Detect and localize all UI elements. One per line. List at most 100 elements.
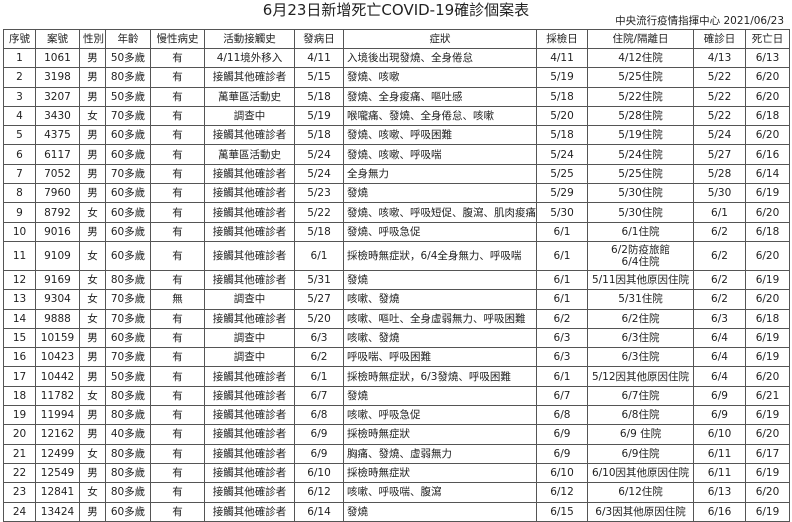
- cell-contact-history: 接觸其他確診者: [204, 202, 295, 223]
- cell-hospitalization-date: 5/24住院: [587, 144, 694, 165]
- cell-seq: 24: [3, 501, 36, 522]
- cell-seq: 10: [3, 221, 36, 242]
- cell-test-date: 5/20: [536, 105, 588, 127]
- cell-chronic-history: 有: [150, 67, 205, 88]
- cell-death-date: 6/20: [745, 86, 790, 107]
- header-row: 序號 案號 性別 年齡 慢性病史 活動接觸史 發病日 症狀 採檢日 住院/隔離日 確診日 死亡日: [3, 29, 790, 49]
- cell-confirm-date: 5/30: [693, 183, 746, 204]
- cell-sex: 男: [79, 501, 106, 522]
- cell-test-date: 6/12: [536, 482, 588, 503]
- cell-age: 70多歲: [105, 289, 151, 310]
- cell-contact-history: 接觸其他確診者: [204, 308, 295, 329]
- cell-contact-history: 4/11境外移入: [204, 47, 295, 69]
- column-header-confirm-date: 確診日: [693, 29, 746, 49]
- cell-onset-date: 5/24: [294, 144, 344, 165]
- cell-case-no: 9888: [35, 308, 80, 329]
- cell-sex: 女: [79, 105, 106, 127]
- table-row: 20 12162 男 40多歲有接觸其他確診者 6/9 採檢時無症狀 6/9 6/9 住院 6/…: [3, 424, 790, 445]
- cell-hospitalization-date: 5/12因其他原因住院: [587, 366, 694, 387]
- cell-contact-history: 接觸其他確診者: [204, 462, 295, 484]
- cell-confirm-date: 5/22: [693, 67, 746, 88]
- cell-test-date: 6/8: [536, 405, 588, 426]
- cell-death-date: 6/20: [745, 482, 790, 503]
- cell-symptoms: 咳嗽、嘔吐、全身虛弱無力、呼吸困難: [343, 308, 537, 329]
- cell-contact-history: 接觸其他確診者: [204, 443, 295, 464]
- cell-hospitalization-date: 4/12住院: [587, 47, 694, 69]
- cell-confirm-date: 6/9: [693, 405, 746, 426]
- cell-test-date: 5/24: [536, 144, 588, 165]
- cell-test-date: 6/7: [536, 385, 588, 407]
- cell-death-date: 6/19: [745, 269, 790, 291]
- cell-hospitalization-date: 5/28住院: [587, 105, 694, 127]
- cell-test-date: 6/1: [536, 289, 588, 310]
- cell-chronic-history: 有: [150, 308, 205, 329]
- cell-contact-history: 接觸其他確診者: [204, 240, 295, 271]
- cell-hospitalization-date: 6/2防疫旅館 6/4住院: [587, 240, 694, 271]
- cell-age: 50多歲: [105, 86, 151, 107]
- cell-death-date: 6/20: [745, 424, 790, 445]
- cell-death-date: 6/19: [745, 501, 790, 522]
- cell-hospitalization-date: 5/30住院: [587, 183, 694, 204]
- table-row: 15 10159 男 60多歲有調查中 6/3 咳嗽、發燒 6/3 6/3住院 6/4 6/19: [3, 327, 790, 349]
- cell-symptoms: 發燒: [343, 269, 537, 291]
- table-row: 16 10423 男 70多歲有調查中 6/2 呼吸喘、呼吸困難 6/3 6/3住院 6/4 6/…: [3, 347, 790, 368]
- cell-death-date: 6/20: [745, 125, 790, 146]
- cell-confirm-date: 6/2: [693, 221, 746, 242]
- cell-sex: 男: [79, 144, 106, 165]
- cell-seq: 15: [3, 327, 36, 349]
- cell-symptoms: 咳嗽、呼吸急促: [343, 405, 537, 426]
- table-row: 21 12499 女 80多歲有接觸其他確診者 6/9 胸痛、發燒、虛弱無力 6/9 6/9住…: [3, 443, 790, 464]
- cell-test-date: 5/19: [536, 67, 588, 88]
- cell-chronic-history: 有: [150, 125, 205, 146]
- table-row: 7 7052 男 70多歲有接觸其他確診者 5/24 全身無力 5/25 5/25住院 5/28…: [3, 163, 790, 185]
- cell-hospitalization-date: 5/22住院: [587, 86, 694, 107]
- cell-seq: 19: [3, 405, 36, 426]
- cell-hospitalization-date: 6/9 住院: [587, 424, 694, 445]
- cell-confirm-date: 6/3: [693, 308, 746, 329]
- cell-sex: 男: [79, 424, 106, 445]
- cell-death-date: 6/18: [745, 105, 790, 127]
- cell-chronic-history: 有: [150, 240, 205, 271]
- cell-seq: 4: [3, 105, 36, 127]
- cell-test-date: 6/1: [536, 269, 588, 291]
- cell-seq: 8: [3, 183, 36, 204]
- cell-test-date: 5/18: [536, 125, 588, 146]
- cell-sex: 男: [79, 47, 106, 69]
- column-header-chronic-history: 慢性病史: [150, 29, 205, 49]
- table-row: 14 9888 女 70多歲有接觸其他確診者 5/20 咳嗽、嘔吐、全身虛弱無力、呼吸困難…: [3, 308, 790, 329]
- cell-onset-date: 5/18: [294, 221, 344, 242]
- cell-sex: 男: [79, 327, 106, 349]
- cell-test-date: 6/3: [536, 347, 588, 368]
- cell-seq: 14: [3, 308, 36, 329]
- cell-chronic-history: 有: [150, 501, 205, 522]
- cell-confirm-date: 6/2: [693, 240, 746, 271]
- cell-seq: 6: [3, 144, 36, 165]
- cell-test-date: 5/25: [536, 163, 588, 185]
- cell-sex: 男: [79, 221, 106, 242]
- cell-contact-history: 調查中: [204, 289, 295, 310]
- cell-death-date: 6/21: [745, 385, 790, 407]
- cell-symptoms: 胸痛、發燒、虛弱無力: [343, 443, 537, 464]
- cell-symptoms: 呼吸喘、呼吸困難: [343, 347, 537, 368]
- cell-symptoms: 發燒、呼吸急促: [343, 221, 537, 242]
- cell-symptoms: 喉嚨痛、發燒、全身倦怠、咳嗽: [343, 105, 537, 127]
- table-row: 4 3430 女 70多歲有調查中 5/19 喉嚨痛、發燒、全身倦怠、咳嗽 5/20 5/28…: [3, 105, 790, 127]
- cell-chronic-history: 有: [150, 405, 205, 426]
- table-row: 18 11782 女 80多歲有接觸其他確診者 6/7 發燒 6/7 6/7住院 6/9 6/21: [3, 385, 790, 407]
- cell-symptoms: 發燒: [343, 501, 537, 522]
- cell-death-date: 6/19: [745, 462, 790, 484]
- cell-test-date: 6/1: [536, 221, 588, 242]
- cell-hospitalization-date: 6/3住院: [587, 347, 694, 368]
- cell-death-date: 6/20: [745, 240, 790, 271]
- cell-contact-history: 萬華區活動史: [204, 86, 295, 107]
- cell-contact-history: 接觸其他確診者: [204, 405, 295, 426]
- cell-case-no: 9304: [35, 289, 80, 310]
- cell-onset-date: 5/23: [294, 183, 344, 204]
- cell-age: 70多歲: [105, 163, 151, 185]
- cell-symptoms: 採檢時無症狀，6/4全身無力、呼吸喘: [343, 240, 537, 271]
- cell-age: 60多歲: [105, 327, 151, 349]
- cell-confirm-date: 6/10: [693, 424, 746, 445]
- source-date: 中央流行疫情指揮中心 2021/06/23: [615, 15, 784, 27]
- cell-chronic-history: 有: [150, 443, 205, 464]
